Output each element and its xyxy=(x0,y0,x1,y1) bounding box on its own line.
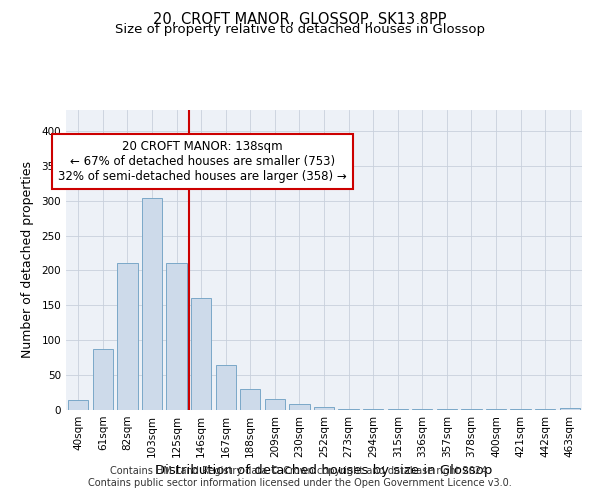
Bar xyxy=(289,404,310,410)
Bar xyxy=(486,408,506,410)
Bar xyxy=(560,408,580,410)
Bar xyxy=(265,399,285,410)
Text: Contains HM Land Registry data © Crown copyright and database right 2024.
Contai: Contains HM Land Registry data © Crown c… xyxy=(88,466,512,487)
Text: 20, CROFT MANOR, GLOSSOP, SK13 8PP: 20, CROFT MANOR, GLOSSOP, SK13 8PP xyxy=(153,12,447,28)
Bar xyxy=(314,406,334,410)
Bar xyxy=(68,400,88,410)
Bar xyxy=(142,198,162,410)
Text: 20 CROFT MANOR: 138sqm
← 67% of detached houses are smaller (753)
32% of semi-de: 20 CROFT MANOR: 138sqm ← 67% of detached… xyxy=(58,140,347,183)
Bar xyxy=(388,408,408,410)
Bar xyxy=(166,264,187,410)
X-axis label: Distribution of detached houses by size in Glossop: Distribution of detached houses by size … xyxy=(155,464,493,477)
Text: Size of property relative to detached houses in Glossop: Size of property relative to detached ho… xyxy=(115,22,485,36)
Bar xyxy=(93,348,113,410)
Bar xyxy=(338,408,359,410)
Bar xyxy=(215,366,236,410)
Y-axis label: Number of detached properties: Number of detached properties xyxy=(22,162,34,358)
Bar xyxy=(191,298,211,410)
Bar xyxy=(118,264,137,410)
Bar xyxy=(240,389,260,410)
